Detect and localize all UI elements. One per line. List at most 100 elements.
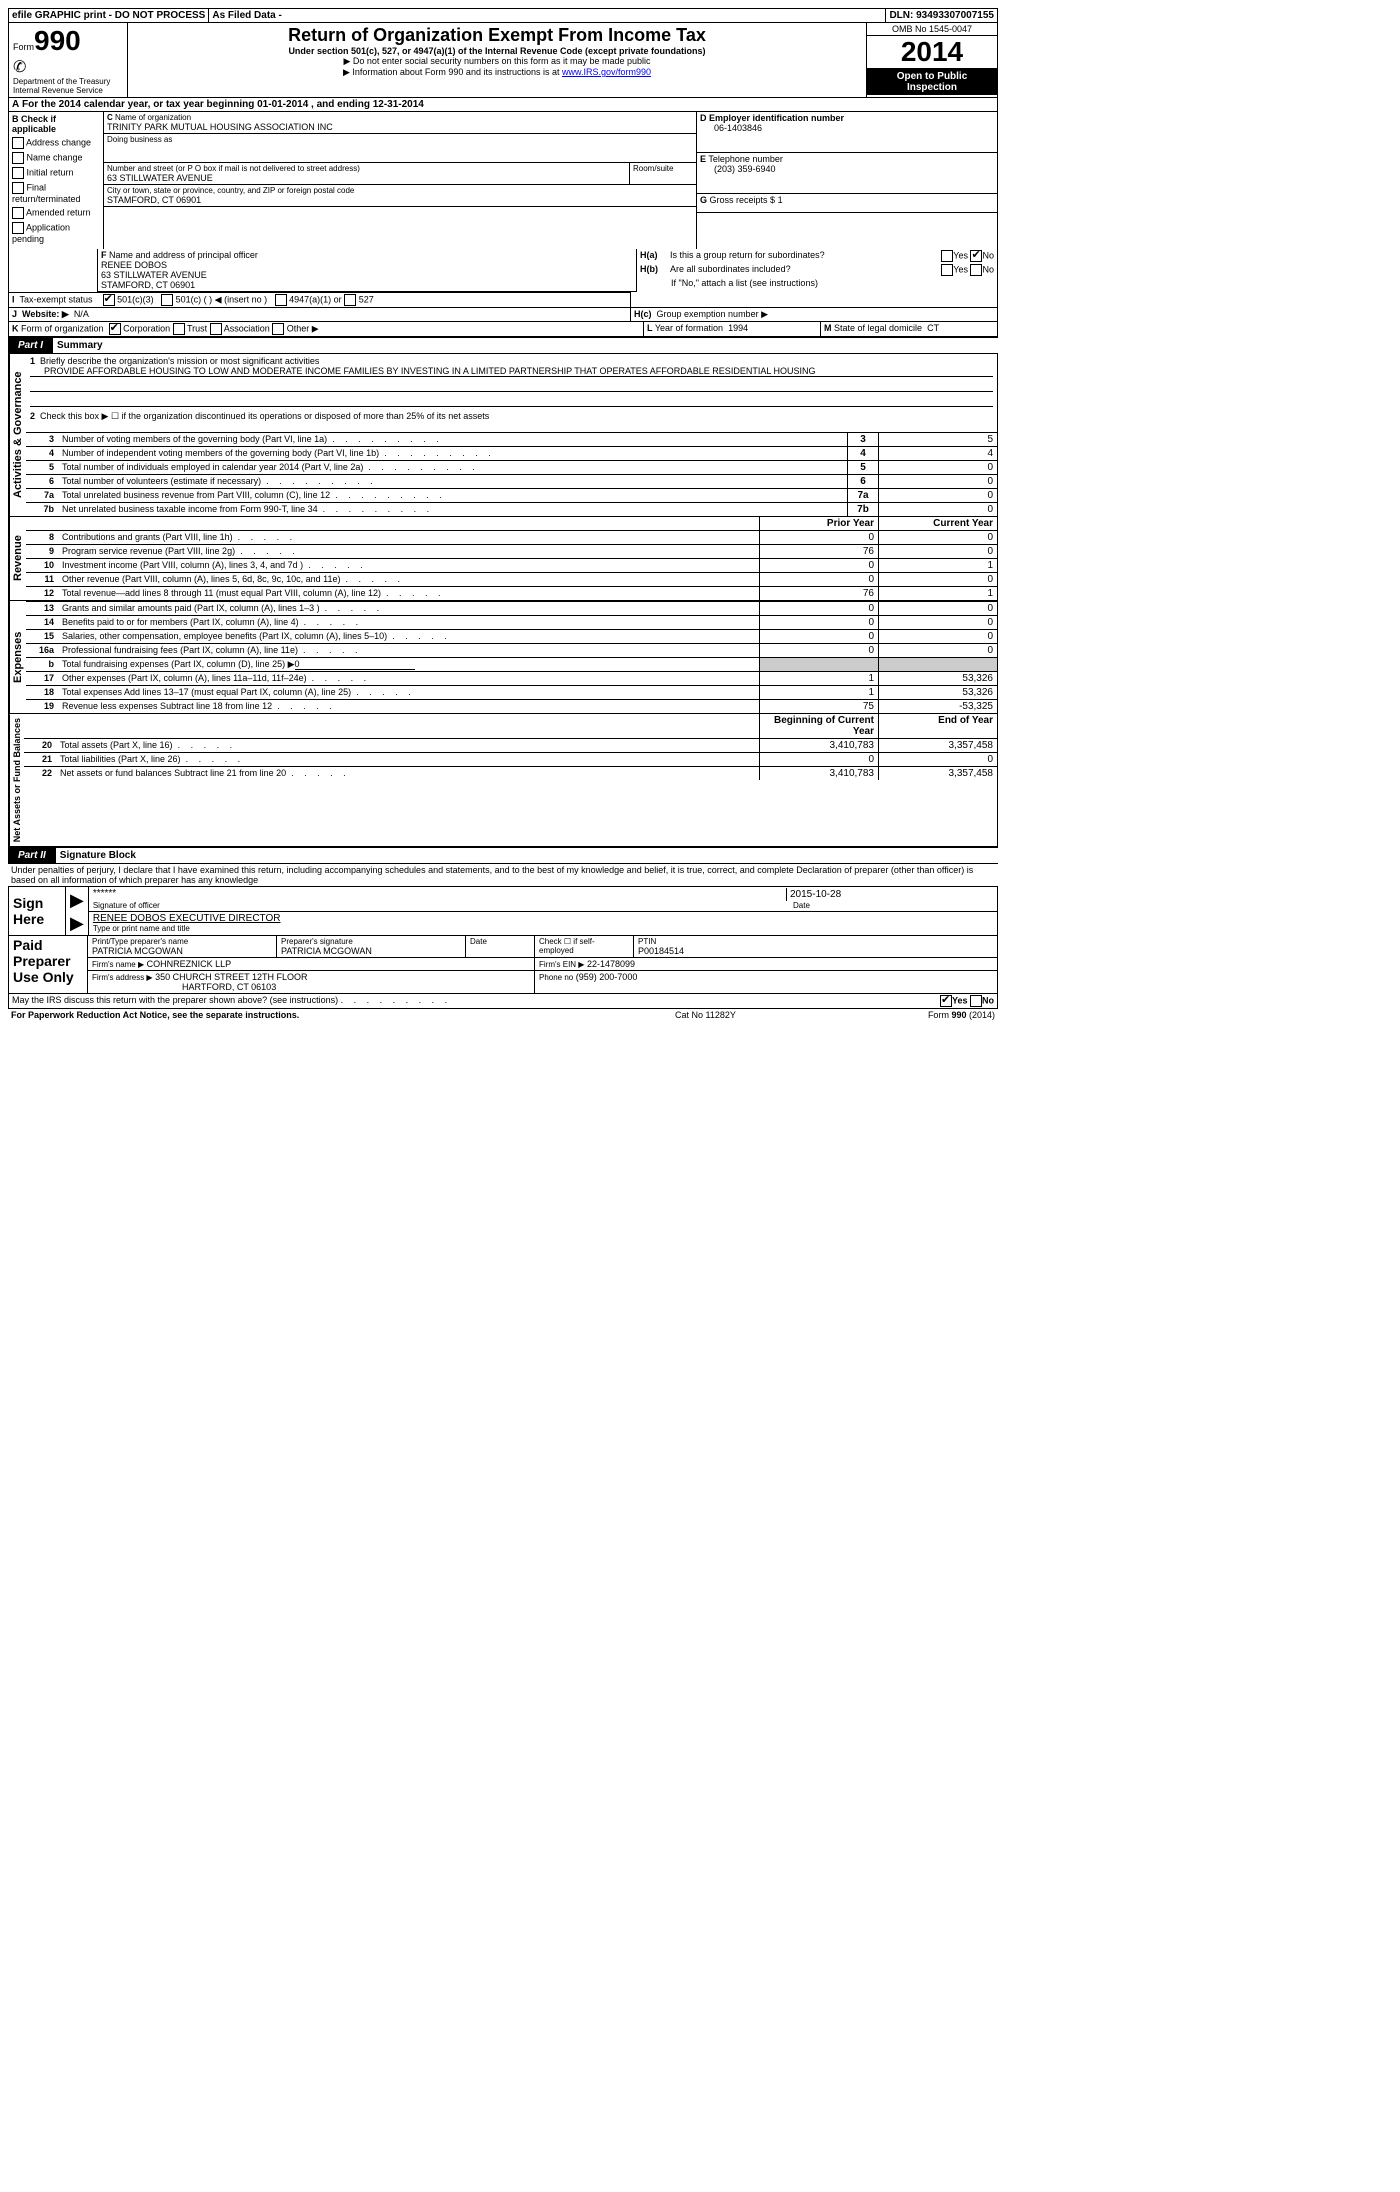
prep-sig-label: Preparer's signature: [281, 937, 461, 946]
b-checkbox[interactable]: [12, 182, 24, 194]
footer-row: For Paperwork Reduction Act Notice, see …: [8, 1009, 998, 1021]
table-row: 6 Total number of volunteers (estimate i…: [26, 475, 997, 489]
table-row: 12 Total revenue—add lines 8 through 11 …: [26, 587, 997, 601]
summary-table: Activities & Governance 1 Briefly descri…: [8, 354, 998, 517]
ha-yes-checkbox[interactable]: [941, 250, 953, 262]
prep-name-label: Print/Type preparer's name: [92, 937, 272, 946]
part2-title: Signature Block: [56, 848, 140, 863]
firm-phone-label: Phone no: [539, 973, 573, 982]
501c-checkbox[interactable]: [161, 294, 173, 306]
form-label: Form990: [13, 25, 123, 57]
name-label: Type or print name and title: [93, 924, 993, 933]
info-note-text: ▶ Information about Form 990 and its ins…: [343, 67, 562, 77]
k-label: Form of organization: [21, 323, 104, 333]
room-label: Room/suite: [629, 163, 696, 184]
dots: . . . . . . . . .: [341, 995, 452, 1005]
assoc-checkbox[interactable]: [210, 323, 222, 335]
ha-no-checkbox[interactable]: [970, 250, 982, 262]
i-4947: 4947(a)(1) or: [289, 294, 342, 304]
k-trust: Trust: [187, 323, 207, 333]
part2-label: Part II: [8, 848, 56, 863]
table-row: 20 Total assets (Part X, line 16) . . . …: [24, 739, 997, 753]
table-row: 10 Investment income (Part VIII, column …: [26, 559, 997, 573]
b-checkbox[interactable]: [12, 222, 24, 234]
e-label: Telephone number: [708, 154, 783, 164]
b-checkbox[interactable]: [12, 167, 24, 179]
irs-label: Internal Revenue Service: [13, 86, 123, 95]
fh-block: F Name and address of principal officer …: [8, 249, 998, 292]
table-row: 7a Total unrelated business revenue from…: [26, 489, 997, 503]
firm-ein: 22-1478099: [587, 959, 635, 969]
netassets-block: Net Assets or Fund Balances Beginning of…: [8, 714, 998, 847]
prep-date-label: Date: [466, 936, 535, 958]
sign-block: Sign Here ▶ ****** 2015-10-28 Signature …: [8, 886, 998, 936]
end-year-header: End of Year: [879, 714, 998, 739]
table-row: 15 Salaries, other compensation, employe…: [26, 630, 997, 644]
signature: ******: [93, 888, 786, 901]
table-row: 11 Other revenue (Part VIII, column (A),…: [26, 573, 997, 587]
netassets-table: Beginning of Current Year End of Year 20…: [24, 714, 997, 780]
form-word: Form: [13, 42, 34, 52]
hb-text: Are all subordinates included?: [670, 264, 941, 276]
paid-preparer-block: Paid Preparer Use Only Print/Type prepar…: [8, 936, 998, 994]
discuss-no-checkbox[interactable]: [970, 995, 982, 1007]
ptin: P00184514: [638, 946, 993, 956]
section-activities: Activities & Governance: [9, 354, 26, 516]
current-year-header: Current Year: [879, 517, 998, 531]
top-bar: efile GRAPHIC print - DO NOT PROCESS As …: [8, 8, 998, 23]
527-checkbox[interactable]: [344, 294, 356, 306]
table-row: 7b Net unrelated business taxable income…: [26, 503, 997, 517]
section-expenses: Expenses: [9, 601, 26, 713]
trust-checkbox[interactable]: [173, 323, 185, 335]
other-checkbox[interactable]: [272, 323, 284, 335]
a-pre: For the 2014 calendar year, or tax year …: [22, 99, 257, 110]
gov-table: 3 Number of voting members of the govern…: [26, 432, 997, 516]
dept-treasury: Department of the Treasury: [13, 77, 123, 86]
addr-label: Number and street (or P O box if mail is…: [107, 164, 626, 173]
firm-addr-label: Firm's address ▶: [92, 973, 153, 982]
4947-checkbox[interactable]: [275, 294, 287, 306]
gross-receipts: 1: [778, 195, 783, 205]
m-label: State of legal domicile: [834, 323, 922, 333]
corp-checkbox[interactable]: [109, 323, 121, 335]
irs-link[interactable]: www.IRS.gov/form990: [562, 67, 651, 77]
501c3-checkbox[interactable]: [103, 294, 115, 306]
table-row: 8 Contributions and grants (Part VIII, l…: [26, 531, 997, 545]
table-row: 17 Other expenses (Part IX, column (A), …: [26, 672, 997, 686]
officer-printed-name: RENEE DOBOS EXECUTIVE DIRECTOR: [93, 913, 993, 924]
k-corp: Corporation: [123, 323, 170, 333]
table-row: 3 Number of voting members of the govern…: [26, 433, 997, 447]
line-klm: K Form of organization Corporation Trust…: [8, 322, 998, 337]
discuss-text: May the IRS discuss this return with the…: [12, 995, 338, 1005]
hb-no-checkbox[interactable]: [970, 264, 982, 276]
col-c: C Name of organization TRINITY PARK MUTU…: [104, 112, 696, 249]
discuss-yes: Yes: [952, 995, 968, 1005]
expenses-block: Expenses 13 Grants and similar amounts p…: [8, 601, 998, 714]
b-checkbox[interactable]: [12, 137, 24, 149]
discuss-yes-checkbox[interactable]: [940, 995, 952, 1007]
firm-name: COHNREZNICK LLP: [147, 959, 232, 969]
city-label: City or town, state or province, country…: [107, 186, 693, 195]
table-row: 14 Benefits paid to or for members (Part…: [26, 616, 997, 630]
no-label2: No: [982, 264, 994, 274]
b-checkbox[interactable]: [12, 152, 24, 164]
info-note: ▶ Information about Form 990 and its ins…: [138, 67, 856, 78]
yes-label2: Yes: [953, 264, 968, 274]
hb-yes-checkbox[interactable]: [941, 264, 953, 276]
sign-date: 2015-10-28: [786, 888, 993, 901]
self-employed-label: Check ☐ if self-employed: [535, 936, 634, 958]
org-name: TRINITY PARK MUTUAL HOUSING ASSOCIATION …: [107, 122, 693, 132]
table-row: 13 Grants and similar amounts paid (Part…: [26, 602, 997, 616]
website: N/A: [74, 309, 89, 319]
expenses-table: 13 Grants and similar amounts paid (Part…: [26, 601, 997, 713]
part1-title: Summary: [53, 338, 107, 353]
tax-year: 2014: [867, 36, 997, 69]
line-a: A For the 2014 calendar year, or tax yea…: [8, 98, 998, 112]
f-label: Name and address of principal officer: [109, 250, 258, 260]
b-checkbox[interactable]: [12, 207, 24, 219]
discuss-row: May the IRS discuss this return with the…: [8, 994, 998, 1009]
cat-no: Cat No 11282Y: [675, 1010, 875, 1020]
line2-text: Check this box ▶ ☐ if the organization d…: [40, 411, 489, 421]
k-assoc: Association: [224, 323, 270, 333]
k-other: Other ▶: [287, 323, 319, 333]
